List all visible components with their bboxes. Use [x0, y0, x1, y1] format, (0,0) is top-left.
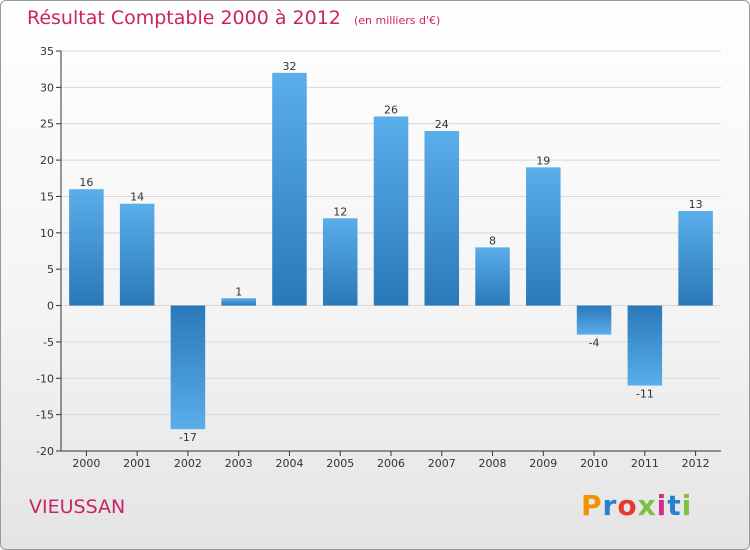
value-label-2012: 13: [689, 198, 703, 211]
y-tick-label: -15: [36, 409, 54, 422]
brand-letter: P: [581, 489, 603, 522]
x-tick-label: 2006: [377, 457, 405, 470]
brand-letter: r: [602, 489, 618, 522]
bar-2006: [373, 116, 409, 306]
bar-2008: [475, 247, 510, 306]
y-tick-label: 10: [40, 227, 54, 240]
bar-layer: [69, 72, 713, 430]
y-tick-label: -10: [36, 372, 54, 385]
bar-2009: [526, 167, 561, 306]
x-tick-label: 2001: [123, 457, 151, 470]
bar-2004: [272, 72, 307, 306]
bar-2005: [322, 218, 358, 306]
x-tick-label: 2004: [275, 457, 303, 470]
value-label-2003: 1: [235, 285, 242, 298]
bar-2007: [424, 131, 460, 306]
x-tick-label: 2010: [580, 457, 608, 470]
brand-letter: i: [681, 489, 693, 522]
x-tick-label: 2003: [225, 457, 253, 470]
value-label-2006: 26: [384, 103, 398, 116]
axis-layer: [56, 50, 721, 456]
y-tick-label: 20: [40, 154, 54, 167]
chart-title: Résultat Comptable 2000 à 2012: [27, 7, 341, 29]
commune-name: VIEUSSAN: [29, 496, 126, 518]
bar-2002: [170, 305, 206, 430]
brand-letter: o: [617, 489, 638, 522]
bar-2012: [678, 211, 713, 306]
brand-letter: x: [637, 489, 657, 522]
bar-2011: [627, 305, 663, 386]
bar-2000: [69, 189, 104, 306]
brand-letter: i: [656, 489, 668, 522]
bar-2003: [221, 298, 256, 306]
bar-2010: [576, 305, 612, 335]
label-layer: -20 -15 -10 -5 0 5 10 15 20 25 30 35 2000 16 2001 14 200…: [36, 45, 710, 470]
y-tick-label: 15: [40, 190, 54, 203]
title-row: Résultat Comptable 2000 à 2012 (en milli…: [27, 7, 440, 29]
x-tick-label: 2000: [72, 457, 100, 470]
value-label-2011: -11: [636, 388, 654, 401]
x-tick-label: 2005: [326, 457, 354, 470]
y-tick-label: 30: [40, 81, 54, 94]
value-label-2010: -4: [589, 337, 600, 350]
y-tick-label: -20: [36, 445, 54, 458]
value-label-2005: 12: [333, 205, 347, 218]
x-tick-label: 2008: [479, 457, 507, 470]
y-tick-label: -5: [43, 336, 54, 349]
y-tick-label: 0: [47, 300, 54, 313]
value-label-2001: 14: [130, 191, 144, 204]
brand-letter: t: [667, 489, 682, 522]
y-tick-label: 35: [40, 45, 54, 58]
y-tick-label: 5: [47, 263, 54, 276]
x-tick-label: 2011: [631, 457, 659, 470]
value-label-2002: -17: [179, 431, 197, 444]
x-tick-label: 2002: [174, 457, 202, 470]
value-label-2008: 8: [489, 234, 496, 247]
x-tick-label: 2007: [428, 457, 456, 470]
x-tick-label: 2012: [682, 457, 710, 470]
value-label-2004: 32: [282, 60, 296, 73]
value-label-2009: 19: [536, 154, 550, 167]
value-label-2007: 24: [435, 118, 449, 131]
chart-subtitle: (en milliers d'€): [353, 14, 441, 27]
brand-logo: Proxiti: [581, 489, 692, 522]
y-tick-label: 25: [40, 118, 54, 131]
value-label-2000: 16: [79, 176, 93, 189]
bar-2001: [119, 203, 155, 306]
x-tick-label: 2009: [529, 457, 557, 470]
